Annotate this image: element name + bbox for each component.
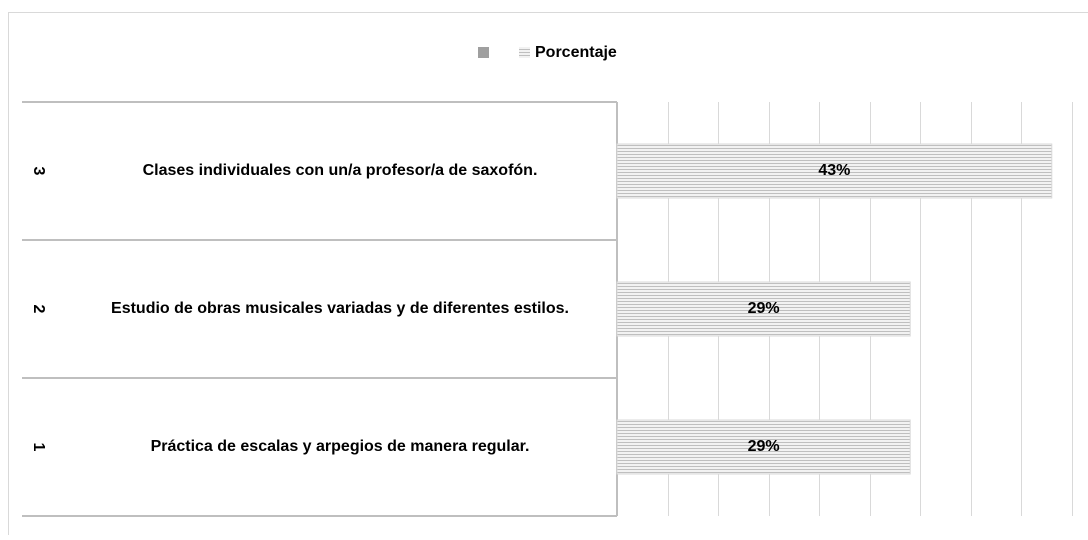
- category-label-box: Clases individuales con un/a profesor/a …: [80, 102, 600, 240]
- category-group-label: 2: [30, 305, 47, 314]
- category-group-label: 3: [30, 167, 47, 176]
- legend-swatch: [478, 47, 489, 58]
- category-label-box: Práctica de escalas y arpegios de manera…: [80, 378, 600, 516]
- legend-swatch: [519, 47, 530, 58]
- category-label: Estudio de obras musicales variadas y de…: [80, 240, 600, 378]
- category-label-box: Estudio de obras musicales variadas y de…: [80, 240, 600, 378]
- category-label: Práctica de escalas y arpegios de manera…: [80, 378, 600, 516]
- category-group-label: 1: [30, 443, 47, 452]
- category-label: Clases individuales con un/a profesor/a …: [80, 102, 600, 240]
- category-axis: Práctica de escalas y arpegios de manera…: [22, 102, 617, 516]
- legend-label: Porcentaje: [535, 44, 617, 61]
- data-label: 29%: [748, 438, 780, 455]
- data-label: 43%: [818, 162, 850, 179]
- data-label: 29%: [748, 300, 780, 317]
